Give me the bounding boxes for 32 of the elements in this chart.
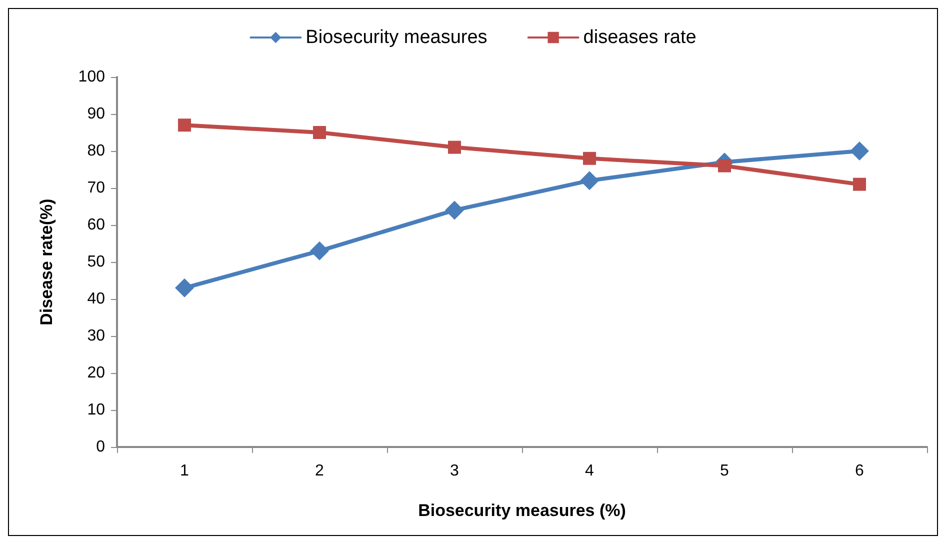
point (448, 140, 461, 154)
point (175, 278, 194, 298)
point (853, 178, 866, 191)
x-tick-label: 1 (180, 462, 190, 480)
y-tick-label: 10 (87, 402, 106, 418)
y-tick-label: 20 (87, 364, 106, 382)
x-tick-label: 6 (855, 462, 864, 480)
point (718, 159, 731, 172)
x-tick-label: 2 (315, 462, 324, 480)
x-axis-title: Biosecurity measures (%) (418, 501, 626, 520)
point (850, 142, 869, 160)
y-tick-label: 50 (87, 254, 106, 270)
y-tick-label: 80 (87, 142, 106, 160)
y-axis-title: Disease rate(%) (37, 198, 56, 326)
point (178, 118, 191, 132)
legend-label: Biosecurity measures (306, 27, 488, 48)
x-tick-label: 3 (450, 462, 460, 480)
y-tick-label: 40 (87, 290, 106, 308)
y-tick-label: 70 (87, 180, 106, 196)
point (583, 152, 596, 165)
point (580, 171, 599, 190)
point (445, 200, 464, 220)
y-tick-label: 0 (96, 438, 106, 456)
point (313, 126, 326, 139)
y-tick-label: 100 (78, 68, 106, 86)
point (310, 241, 329, 260)
legend-label: diseases rate (583, 27, 696, 48)
y-tick-label: 90 (87, 106, 106, 122)
x-tick-label: 4 (585, 462, 594, 480)
y-tick-label: 30 (87, 328, 106, 344)
y-tick-label: 60 (87, 216, 106, 234)
x-tick-label: 5 (720, 462, 730, 480)
